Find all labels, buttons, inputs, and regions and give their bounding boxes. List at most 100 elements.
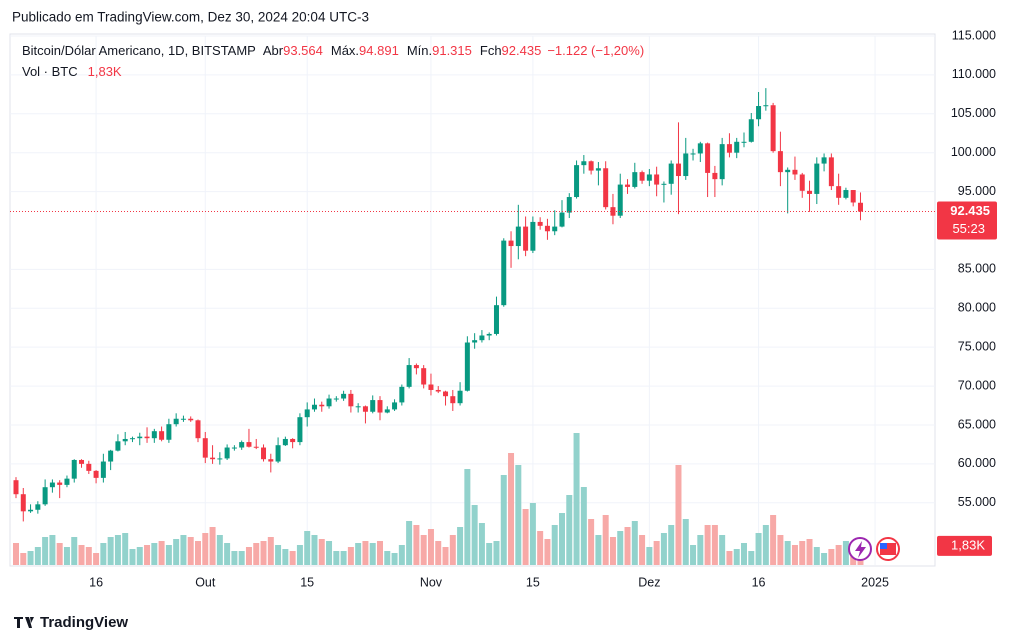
volume-bar	[340, 551, 347, 565]
volume-bar	[187, 537, 194, 565]
candle-body	[406, 365, 412, 387]
price-label-box	[937, 201, 997, 240]
y-tick-label: 110.000	[952, 67, 996, 81]
volume-bar	[646, 547, 653, 565]
y-tick-label: 80.000	[958, 301, 996, 315]
volume-bar	[500, 475, 507, 565]
candle-body	[311, 404, 317, 410]
volume-bar	[493, 541, 500, 565]
candle-body	[195, 420, 201, 439]
volume-bar	[20, 553, 27, 565]
candle-body	[42, 487, 48, 505]
candle-body	[719, 144, 725, 180]
candle-body	[246, 442, 252, 447]
candle-body	[86, 463, 92, 471]
candle-body	[726, 144, 732, 153]
volume-bar	[806, 539, 813, 565]
volume-bar	[762, 525, 769, 565]
candle-body	[108, 450, 114, 462]
volume-bar	[486, 543, 493, 565]
volume-bar	[821, 553, 828, 565]
x-tick-label: 16	[752, 575, 766, 589]
candle-body	[603, 168, 609, 208]
published-note: Publicado em TradingView.com, Dez 30, 20…	[12, 10, 369, 25]
candle-body	[137, 436, 143, 439]
ohlc-value: 91.315	[432, 43, 472, 58]
candle-body	[690, 153, 696, 155]
volume-bar	[733, 549, 740, 565]
volume-bar	[711, 525, 718, 565]
candle-body	[231, 447, 237, 449]
candle-body	[741, 141, 747, 143]
volume-bar	[42, 537, 49, 565]
volume-bar	[748, 551, 755, 565]
candle-body	[268, 459, 274, 462]
candle-body	[144, 436, 150, 439]
y-tick-label: 55.000	[958, 495, 996, 509]
ohlc-label: Máx.	[331, 43, 359, 58]
candle-body	[202, 438, 208, 458]
volume-bar	[275, 545, 282, 565]
volume-bar	[238, 551, 245, 565]
volume-bar	[427, 529, 434, 565]
candle-body	[35, 504, 41, 510]
candle-body	[159, 431, 165, 440]
x-tick-label: Dez	[638, 575, 660, 589]
candle-body	[821, 157, 827, 164]
candle-body	[472, 340, 478, 343]
volume-bar	[289, 551, 296, 565]
candle-body	[450, 396, 456, 404]
candle-body	[836, 186, 842, 198]
volume-bar	[398, 545, 405, 565]
candle-body	[49, 482, 55, 488]
volume-bar	[384, 551, 391, 565]
candle-body	[807, 190, 813, 194]
candle-body	[319, 404, 325, 407]
volume-bar	[71, 537, 78, 565]
volume-bar	[777, 535, 784, 565]
ohlc-value: 94.891	[359, 43, 399, 58]
candle-body	[392, 402, 398, 410]
ohlc-value: 92.435	[502, 43, 542, 58]
x-tick-label: Nov	[420, 575, 443, 589]
volume-bar	[420, 535, 427, 565]
candle-body	[115, 441, 121, 451]
volume-bar	[799, 541, 806, 565]
volume-bar	[449, 535, 456, 565]
volume-bar	[770, 515, 777, 565]
candle-body	[799, 174, 805, 191]
price-label: 92.435	[950, 203, 990, 218]
candle-body	[188, 418, 194, 421]
candle-body	[224, 447, 230, 459]
candle-body	[457, 390, 463, 404]
flag-canton	[880, 543, 887, 549]
volume-bar	[267, 537, 274, 565]
candle-body	[413, 365, 419, 369]
candle-body	[493, 305, 499, 334]
volume-bar	[122, 533, 129, 565]
volume-bar	[435, 541, 442, 565]
volume-label: 1,83K	[951, 537, 985, 552]
volume-bar	[377, 541, 383, 565]
y-tick-label: 95.000	[958, 184, 996, 198]
y-tick-label: 70.000	[958, 378, 996, 392]
candle-body	[13, 480, 19, 495]
volume-bar	[813, 547, 820, 565]
candle-body	[217, 458, 223, 460]
volume-bar	[56, 543, 63, 565]
x-tick-label: 15	[300, 575, 314, 589]
volume-bar	[296, 545, 303, 565]
volume-bar	[100, 543, 107, 565]
volume-bar	[202, 533, 209, 565]
candle-body	[122, 438, 128, 442]
volume-bar	[828, 549, 835, 565]
volume-bar	[675, 465, 682, 565]
candle-body	[435, 389, 441, 392]
candle-body	[712, 172, 718, 180]
x-tick-label: 15	[526, 575, 540, 589]
volume-bar	[566, 495, 573, 565]
candle-body	[362, 406, 368, 412]
candle-body	[370, 400, 376, 412]
symbol: Bitcoin/Dólar Americano, 1D, BITSTAMP	[22, 43, 255, 58]
